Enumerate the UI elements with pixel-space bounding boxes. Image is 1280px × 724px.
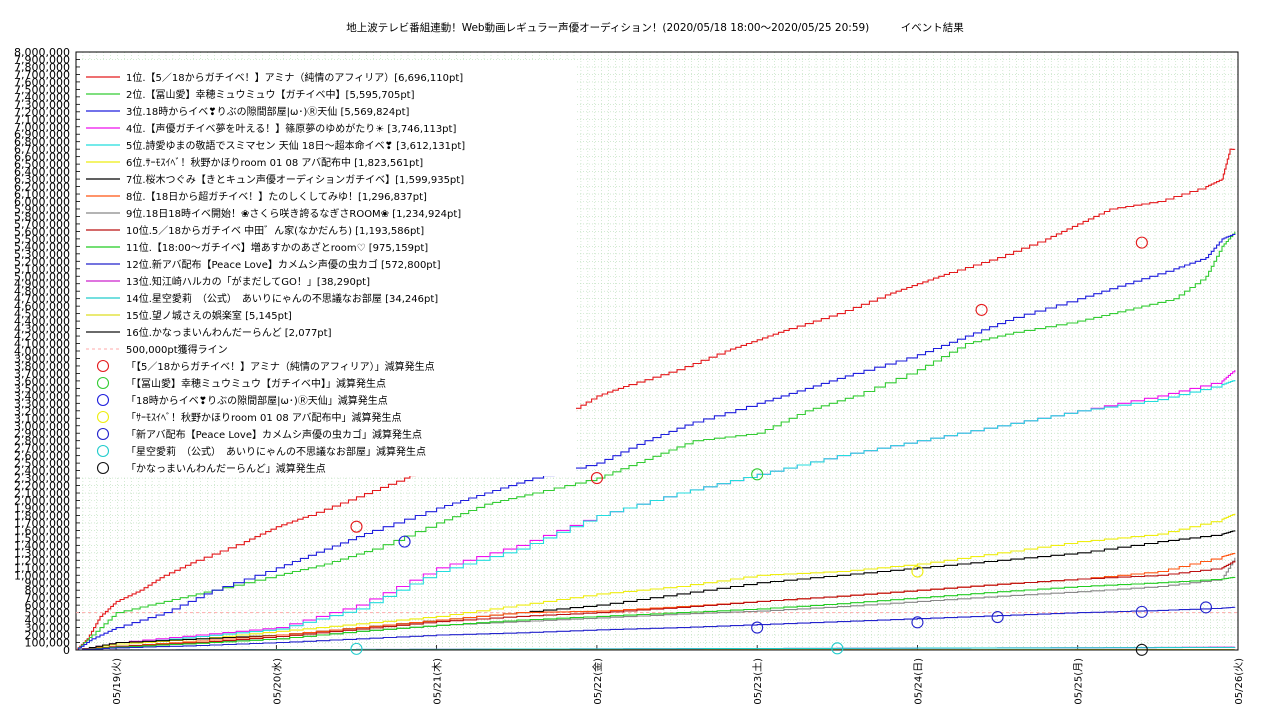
- legend-entry: 2位.【冨山愛】幸穂ミュウミュウ【ガチイベ中】[5,595,705pt]: [126, 88, 415, 101]
- legend-entry: 6位.ｻｰﾓｽｲﾍﾞ！秋野かほりroom 01 08 アバ配布中 [1,823,…: [126, 156, 423, 169]
- legend-entry: 5位.詩愛ゆまの敬語でスミマセン 天仙 18日〜超本命イベ❣ [3,612,13…: [126, 139, 465, 152]
- legend-entry: 「18時からイベ❣りぶの隙間部屋|ω･)Ⓡ天仙」減算発生点: [126, 394, 388, 407]
- event-marker: [1200, 602, 1211, 613]
- x-tick-label: 05/21(木): [432, 658, 444, 705]
- x-tick-label: 05/20(水): [271, 658, 283, 705]
- event-marker: [976, 304, 987, 315]
- legend-entry: 9位.18日18時イベ開始！❀さくら咲き誇るなぎさROOM❀ [1,234,92…: [126, 207, 461, 220]
- legend: 1位.【5／18からガチイベ！】アミナ（純情のアフィリア）[6,696,110p…: [82, 60, 576, 476]
- legend-entry: 14位.星空愛莉 （公式） あいりにゃんの不思議なお部屋 [34,246pt]: [126, 292, 438, 305]
- legend-entry: 10位.5／18からガチイベ 中田゛ん家(なかだんち) [1,193,586pt…: [126, 224, 424, 237]
- chart-title: 地上波テレビ番組連動！Web動画レギュラー声優オーディション！(2020/05/…: [346, 21, 964, 34]
- legend-entry: 8位.【18日から超ガチイベ！】たのしくしてみゆ！[1,296,837pt]: [126, 190, 427, 203]
- event-marker: [992, 612, 1003, 623]
- legend-entry: 「かなっまいんわんだーらんど」減算発生点: [126, 462, 326, 475]
- x-tick-label: 05/24(日): [913, 658, 924, 705]
- x-tick-label: 05/22(金): [591, 658, 604, 705]
- legend-entry: 500,000pt獲得ライン: [126, 343, 228, 356]
- legend-entry: 15位.望ノ城さえの娯楽室 [5,145pt]: [126, 309, 292, 322]
- legend-entry: 「【5／18からガチイベ！】アミナ（純情のアフィリア）」減算発生点: [126, 360, 435, 373]
- legend-entry: 13位.知江崎ハルカの「がまだしてGO！」[38,290pt]: [126, 275, 370, 288]
- legend-entry: 「【冨山愛】幸穂ミュウミュウ【ガチイベ中】」減算発生点: [126, 377, 386, 390]
- y-tick-label: 8,000,000: [14, 46, 70, 59]
- legend-entry: 7位.桜木つぐみ【きとキュン声優オーディションガチイベ】[1,599,935pt…: [126, 173, 464, 186]
- legend-entry: 4位.【声優ガチイベ夢を叶える！】篠原夢のゆめがたり☀ [3,746,113pt…: [126, 122, 456, 135]
- legend-entry: 「新アバ配布【Peace Love】カメムシ声優の虫カゴ」減算発生点: [126, 428, 422, 441]
- legend-entry: 1位.【5／18からガチイベ！】アミナ（純情のアフィリア）[6,696,110p…: [126, 71, 463, 84]
- legend-entry: 12位.新アバ配布【Peace Love】カメムシ声優の虫カゴ [572,800…: [126, 258, 441, 271]
- x-tick-label: 05/26(火): [1233, 658, 1245, 705]
- event-marker: [1136, 606, 1147, 617]
- x-tick-label: 05/23(土): [751, 658, 764, 705]
- legend-entry: 16位.かなっまいんわんだーらんど [2,077pt]: [126, 326, 332, 339]
- x-tick-label: 05/25(月): [1073, 658, 1085, 705]
- x-tick-label: 05/19(火): [111, 658, 123, 705]
- legend-entry: 3位.18時からイベ❣りぶの隙間部屋|ω･)Ⓡ天仙 [5,569,824pt]: [126, 105, 410, 118]
- legend-entry: 11位.【18:00〜ガチイベ】増あすかのあざとroom♡ [975,159pt…: [126, 241, 428, 254]
- legend-entry: 「ｻｰﾓｽｲﾍﾞ！秋野かほりroom 01 08 アバ配布中」減算発生点: [126, 411, 401, 424]
- legend-entry: 「星空愛莉 （公式） あいりにゃんの不思議なお部屋」減算発生点: [126, 445, 426, 458]
